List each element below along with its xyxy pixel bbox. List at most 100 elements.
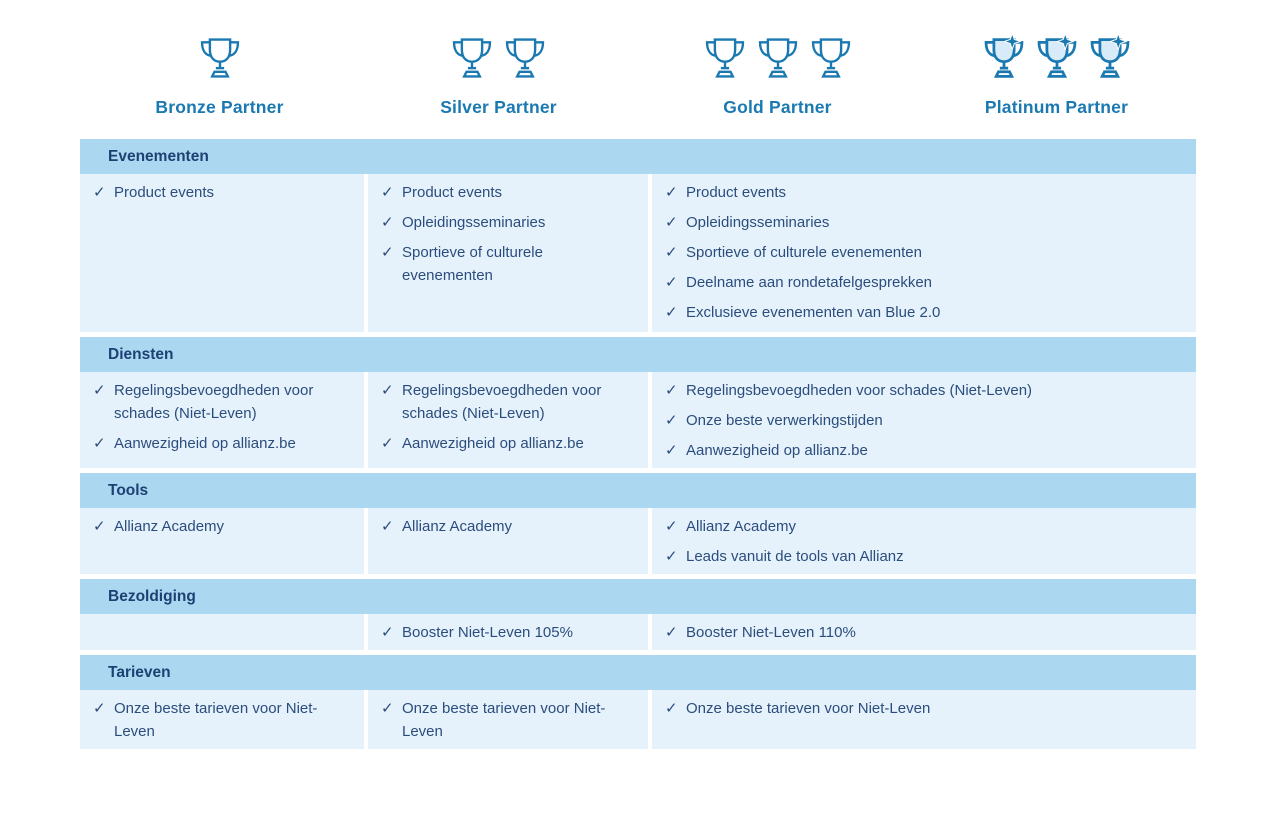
- benefit-item: ✓ Opleidingsseminaries: [381, 211, 636, 234]
- benefit-text: Onze beste tarieven voor Niet-Leven: [402, 700, 606, 740]
- benefit-item: ✓ Onze beste verwerkingstijden: [665, 409, 1184, 432]
- benefit-text: Opleidingsseminaries: [402, 214, 546, 231]
- benefit-item: ✓ Product events: [665, 181, 1184, 204]
- benefit-item: ✓ Allianz Academy: [665, 515, 1184, 538]
- trophy-group: [449, 30, 548, 84]
- benefit-item: ✓ Product events: [381, 181, 636, 204]
- check-icon: ✓: [665, 548, 678, 565]
- benefit-item: ✓ Onze beste tarieven voor Niet-Leven: [381, 697, 636, 743]
- benefit-text: Onze beste tarieven voor Niet-Leven: [114, 700, 318, 740]
- section-header-band: Evenementen: [80, 139, 1196, 174]
- benefit-cell: ✓ Product events ✓ Opleidingsseminaries ✓ Spo…: [652, 174, 1196, 332]
- benefit-text: Regelingsbevoegdheden voor schades (Niet…: [402, 382, 602, 422]
- benefit-item: ✓ Onze beste tarieven voor Niet-Leven: [93, 697, 352, 743]
- trophy-group: [981, 30, 1133, 84]
- partner-name: Silver Partner: [440, 97, 557, 117]
- section-cells-row: ✓ Product events ✓ Product events ✓ Opleiding…: [80, 174, 1196, 332]
- benefit-text: Leads vanuit de tools van Allianz: [686, 548, 904, 565]
- check-icon: ✓: [665, 624, 678, 641]
- check-icon: ✓: [381, 518, 394, 535]
- check-icon: ✓: [381, 184, 394, 201]
- section-title: Tarieven: [108, 663, 171, 681]
- partner-column-bronze-partner: Bronze Partner: [80, 30, 359, 118]
- benefit-cell: ✓ Product events ✓ Opleidingsseminaries ✓ Spo…: [368, 174, 648, 332]
- benefit-text: Aanwezigheid op allianz.be: [402, 435, 584, 452]
- section-cells-row: ✓ Onze beste tarieven voor Niet-Leven ✓ Onz…: [80, 690, 1196, 749]
- benefit-text: Exclusieve evenementen van Blue 2.0: [686, 304, 941, 321]
- benefit-cell: ✓ Allianz Academy: [80, 508, 364, 574]
- benefit-item: ✓ Allianz Academy: [93, 515, 352, 538]
- benefit-cell: ✓ Booster Niet-Leven 105%: [368, 614, 648, 650]
- benefit-cell: ✓ Regelingsbevoegdheden voor schades (Nie…: [652, 372, 1196, 468]
- benefit-item: ✓ Booster Niet-Leven 105%: [381, 621, 636, 644]
- check-icon: ✓: [93, 382, 106, 399]
- trophy-sparkle-icon: [1037, 32, 1076, 78]
- check-icon: ✓: [381, 214, 394, 231]
- benefit-item: ✓ Product events: [93, 181, 352, 204]
- partner-name: Platinum Partner: [984, 97, 1129, 117]
- check-icon: ✓: [381, 244, 394, 261]
- benefit-item: ✓ Opleidingsseminaries: [665, 211, 1184, 234]
- benefit-text: Sportieve of culturele evenementen: [402, 244, 543, 284]
- benefit-cell: ✓ Onze beste tarieven voor Niet-Leven: [80, 690, 364, 749]
- benefit-item: ✓ Regelingsbevoegdheden voor schades (Nie…: [93, 379, 352, 425]
- section-evenementen: Evenementen ✓ Product events ✓ Product event…: [80, 139, 1196, 332]
- benefit-cell: ✓ Onze beste tarieven voor Niet-Leven: [368, 690, 648, 749]
- section-header-band: Tools: [80, 473, 1196, 508]
- partner-column-silver-partner: Silver Partner: [359, 30, 638, 118]
- section-cells-row: ✓ Allianz Academy ✓ Allianz Academy ✓ Allianz…: [80, 508, 1196, 574]
- benefit-text: Sportieve of culturele evenementen: [686, 244, 922, 261]
- check-icon: ✓: [665, 214, 678, 231]
- check-icon: ✓: [665, 274, 678, 291]
- trophy-group: [197, 30, 243, 84]
- trophy-icon: [705, 38, 744, 78]
- benefit-cell: ✓ Booster Niet-Leven 110%: [652, 614, 1196, 650]
- benefit-text: Aanwezigheid op allianz.be: [686, 442, 868, 459]
- section-cells-row: ✓ Booster Niet-Leven 105% ✓ Booster Niet-Le…: [80, 614, 1196, 650]
- benefit-text: Allianz Academy: [402, 518, 513, 535]
- section-header-band: Tarieven: [80, 655, 1196, 690]
- trophy-icon: [758, 38, 797, 78]
- benefit-text: Aanwezigheid op allianz.be: [114, 435, 296, 452]
- section-header-band: Bezoldiging: [80, 579, 1196, 614]
- check-icon: ✓: [381, 624, 394, 641]
- check-icon: ✓: [93, 435, 106, 452]
- benefit-text: Allianz Academy: [114, 518, 225, 535]
- partner-column-gold-partner: Gold Partner: [638, 30, 917, 118]
- trophy-icon: [452, 38, 492, 78]
- check-icon: ✓: [665, 700, 678, 717]
- check-icon: ✓: [93, 700, 106, 717]
- trophy-sparkle-icon: [984, 32, 1023, 78]
- benefit-text: Regelingsbevoegdheden voor schades (Niet…: [686, 382, 1033, 399]
- benefit-item: ✓ Booster Niet-Leven 110%: [665, 621, 1184, 644]
- benefit-text: Booster Niet-Leven 105%: [402, 624, 573, 641]
- benefit-text: Deelname aan rondetafelgesprekken: [686, 274, 932, 291]
- benefit-cell: ✓ Allianz Academy ✓ Leads vanuit de tools v…: [652, 508, 1196, 574]
- section-tarieven: Tarieven ✓ Onze beste tarieven voor Niet-L…: [80, 655, 1196, 749]
- section-header-band: Diensten: [80, 337, 1196, 372]
- benefit-text: Booster Niet-Leven 110%: [686, 624, 856, 641]
- benefit-cell: ✓ Regelingsbevoegdheden voor schades (Nie…: [80, 372, 364, 468]
- trophy-group: [702, 30, 854, 84]
- section-title: Diensten: [108, 345, 174, 363]
- check-icon: ✓: [665, 382, 678, 399]
- benefit-item: ✓ Exclusieve evenementen van Blue 2.0: [665, 301, 1184, 324]
- section-diensten: Diensten ✓ Regelingsbevoegdheden voor scha…: [80, 337, 1196, 468]
- benefit-item: ✓ Leads vanuit de tools van Allianz: [665, 545, 1184, 568]
- check-icon: ✓: [93, 184, 106, 201]
- benefit-item: ✓ Onze beste tarieven voor Niet-Leven: [665, 697, 1184, 720]
- check-icon: ✓: [665, 304, 678, 321]
- benefit-text: Onze beste verwerkingstijden: [686, 412, 883, 429]
- section-title: Bezoldiging: [108, 587, 196, 605]
- trophy-sparkle-icon: [1090, 32, 1129, 78]
- benefit-item: ✓ Allianz Academy: [381, 515, 636, 538]
- partner-header-row: Bronze Partner Silver Partner Gold Partner…: [80, 30, 1196, 118]
- benefit-text: Onze beste tarieven voor Niet-Leven: [686, 700, 931, 717]
- check-icon: ✓: [665, 184, 678, 201]
- check-icon: ✓: [665, 518, 678, 535]
- benefit-text: Product events: [686, 184, 787, 201]
- section-title: Evenementen: [108, 147, 209, 165]
- benefit-cell: ✓ Onze beste tarieven voor Niet-Leven: [652, 690, 1196, 749]
- section-cells-row: ✓ Regelingsbevoegdheden voor schades (Nie…: [80, 372, 1196, 468]
